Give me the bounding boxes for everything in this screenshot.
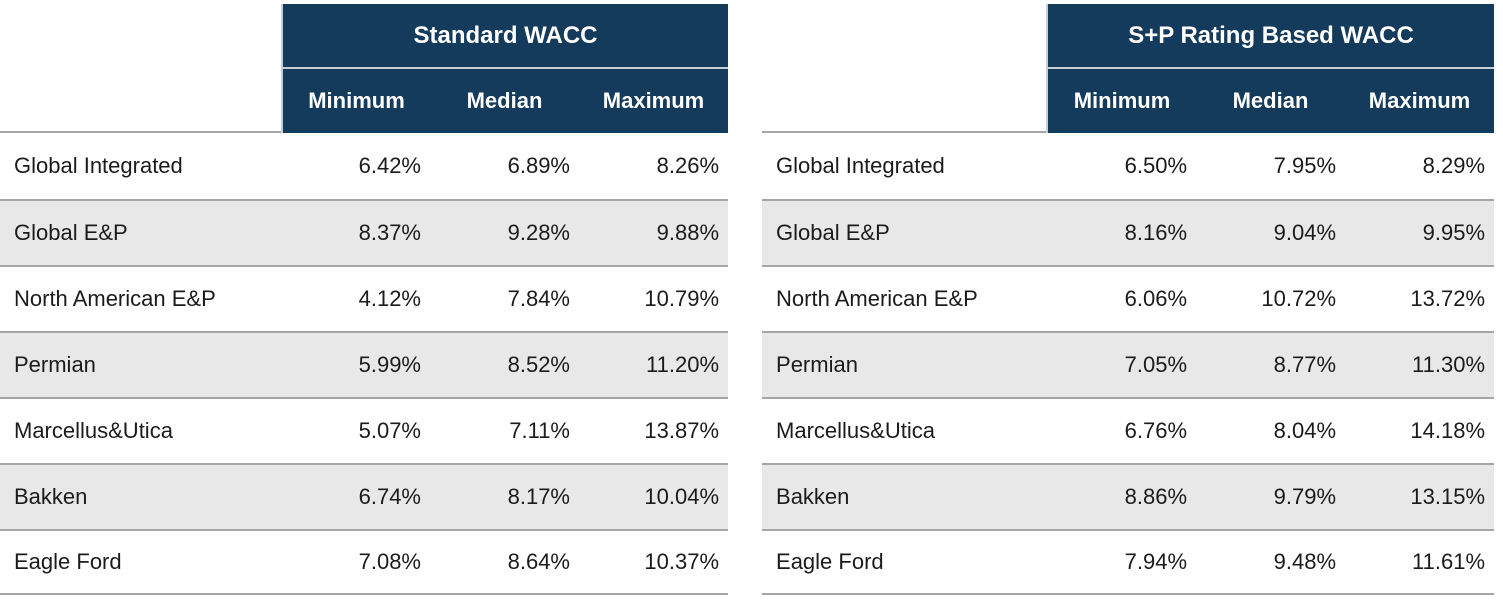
table-row: Global Integrated 6.42% 6.89% 8.26% (0, 133, 728, 199)
cell-median: 8.17% (430, 463, 579, 529)
cell-minimum: 5.99% (281, 331, 430, 397)
cell-median: 8.77% (1196, 331, 1346, 397)
cell-maximum: 8.29% (1422, 153, 1486, 178)
table-row: Marcellus&Utica 5.07% 7.11% 13.87% (0, 397, 729, 463)
table-row: Bakken 8.86% 9.79% 13.15% (762, 463, 1495, 529)
row-label: Eagle Ford (0, 529, 281, 595)
row-label: Bakken (0, 463, 281, 529)
cell-median: 8.52% (430, 331, 579, 397)
row-label: Global Integrated (776, 153, 945, 178)
table-row: Eagle Ford 7.08% 8.64% 10.37% (0, 529, 729, 595)
row-label: North American E&P (0, 265, 281, 331)
table-row: Global E&P 8.16% 9.04% 9.95% (762, 199, 1495, 265)
table-row: Global E&P 8.37% 9.28% 9.88% (0, 199, 729, 265)
table-title-sp-rating-wacc: S+P Rating Based WACC (1046, 4, 1495, 69)
table-row: Global Integrated 6.50% 7.95% 8.29% (762, 133, 1494, 199)
row-label: Marcellus&Utica (762, 397, 1047, 463)
cell-median: 7.95% (1273, 153, 1337, 178)
cell-median: 7.84% (430, 265, 579, 331)
table-row: Bakken 6.74% 8.17% 10.04% (0, 463, 729, 529)
column-header-maximum: Maximum (579, 69, 729, 133)
cell-minimum: 8.86% (1046, 463, 1197, 529)
cell-median: 9.79% (1196, 463, 1346, 529)
cell-maximum: 10.79% (579, 265, 729, 331)
column-header-median: Median (1196, 69, 1346, 133)
cell-maximum: 8.26% (656, 153, 720, 178)
row-label: Eagle Ford (762, 529, 1047, 595)
cell-maximum: 11.20% (579, 331, 729, 397)
cell-maximum: 10.37% (579, 529, 729, 595)
cell-median: 9.48% (1196, 529, 1346, 595)
cell-minimum: 6.06% (1046, 265, 1197, 331)
cell-minimum: 7.05% (1046, 331, 1197, 397)
cell-minimum: 6.74% (281, 463, 430, 529)
cell-maximum: 11.30% (1345, 331, 1495, 397)
column-header-median: Median (430, 69, 579, 133)
cell-median: 6.89% (507, 153, 570, 178)
tables-container: Standard WACC Minimum Median Maximum Glo… (0, 4, 1495, 595)
header-spacer (0, 4, 281, 69)
table-row: Permian 5.99% 8.52% 11.20% (0, 331, 729, 397)
column-header-minimum: Minimum (281, 69, 430, 133)
table-row: North American E&P 6.06% 10.72% 13.72% (762, 265, 1495, 331)
cell-minimum: 6.50% (1124, 153, 1188, 178)
cell-maximum: 9.88% (579, 199, 729, 265)
cell-maximum: 9.95% (1345, 199, 1495, 265)
table-title-standard-wacc: Standard WACC (281, 4, 729, 69)
row-label: Marcellus&Utica (0, 397, 281, 463)
cell-median: 10.72% (1196, 265, 1346, 331)
cell-median: 7.11% (430, 397, 579, 463)
column-header-maximum: Maximum (1345, 69, 1495, 133)
table-row: Marcellus&Utica 6.76% 8.04% 14.18% (762, 397, 1495, 463)
cell-median: 9.28% (430, 199, 579, 265)
cell-median: 8.64% (430, 529, 579, 595)
header-spacer (762, 4, 1046, 69)
cell-maximum: 13.87% (579, 397, 729, 463)
table-row: North American E&P 4.12% 7.84% 10.79% (0, 265, 729, 331)
table-row: Eagle Ford 7.94% 9.48% 11.61% (762, 529, 1495, 595)
row-label: Global E&P (0, 199, 281, 265)
row-label: Bakken (762, 463, 1047, 529)
cell-median: 9.04% (1196, 199, 1346, 265)
table-row: Permian 7.05% 8.77% 11.30% (762, 331, 1495, 397)
cell-maximum: 11.61% (1345, 529, 1495, 595)
column-header-row: Minimum Median Maximum (762, 69, 1495, 133)
row-label: North American E&P (762, 265, 1047, 331)
cell-minimum: 7.08% (281, 529, 430, 595)
banner-row: S+P Rating Based WACC (762, 4, 1495, 69)
cell-maximum: 10.04% (579, 463, 729, 529)
row-label: Permian (0, 331, 281, 397)
row-label: Global E&P (762, 199, 1047, 265)
cell-minimum: 6.42% (358, 153, 421, 178)
cell-maximum: 14.18% (1345, 397, 1495, 463)
cell-maximum: 13.72% (1345, 265, 1495, 331)
standard-wacc-table: Standard WACC Minimum Median Maximum Glo… (0, 4, 729, 595)
cell-minimum: 8.16% (1046, 199, 1197, 265)
header-spacer (0, 69, 281, 133)
cell-median: 8.04% (1196, 397, 1346, 463)
row-label: Global Integrated (14, 153, 183, 178)
column-header-minimum: Minimum (1046, 69, 1197, 133)
column-header-row: Minimum Median Maximum (0, 69, 729, 133)
cell-minimum: 8.37% (281, 199, 430, 265)
cell-maximum: 13.15% (1345, 463, 1495, 529)
cell-minimum: 4.12% (281, 265, 430, 331)
banner-row: Standard WACC (0, 4, 729, 69)
header-spacer (762, 69, 1047, 133)
row-label: Permian (762, 331, 1047, 397)
cell-minimum: 6.76% (1046, 397, 1197, 463)
cell-minimum: 7.94% (1046, 529, 1197, 595)
cell-minimum: 5.07% (281, 397, 430, 463)
sp-rating-wacc-table: S+P Rating Based WACC Minimum Median Max… (762, 4, 1495, 595)
